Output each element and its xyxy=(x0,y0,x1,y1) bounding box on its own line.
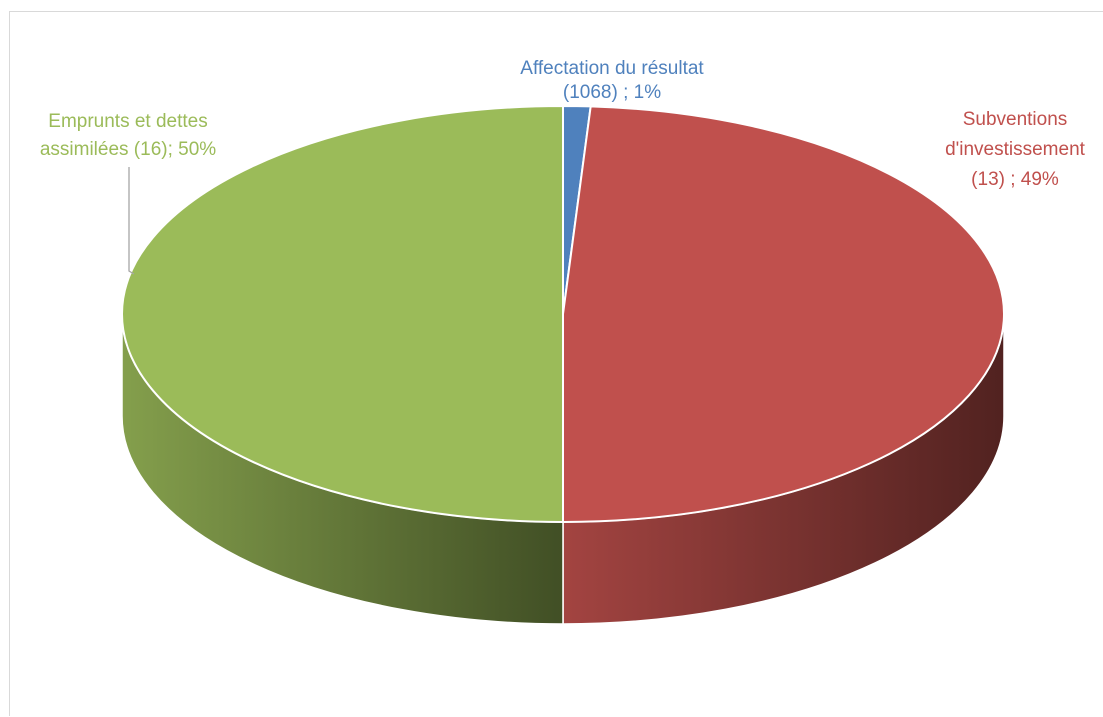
slice-label-2: Subventions d'investissement (13) ; 49% xyxy=(945,109,1086,190)
chart-area: Affectation du résultat (1068) ; 1% Subven… xyxy=(9,11,1103,716)
slice-label-2-line-2: d'investissement xyxy=(945,139,1086,160)
slice-label-1-line-2: (1068) ; 1% xyxy=(563,82,661,103)
slice-label-3-line-1: Emprunts et dettes xyxy=(48,111,207,132)
slice-label-2-line-3: (13) ; 49% xyxy=(971,169,1059,190)
slice-label-2-line-1: Subventions xyxy=(963,109,1068,130)
slice-label-1-line-1: Affectation du résultat xyxy=(520,58,704,79)
slice-3[interactable] xyxy=(121,105,564,523)
slice-label-1: Affectation du résultat (1068) ; 1% xyxy=(520,58,704,103)
leader-line-3 xyxy=(128,167,135,275)
slice-label-3: Emprunts et dettes assimilées (16); 50% xyxy=(40,111,216,160)
slice-label-3-line-2: assimilées (16); 50% xyxy=(40,139,216,160)
slice-2[interactable] xyxy=(562,105,1006,523)
pie-chart: Affectation du résultat (1068) ; 1% Subven… xyxy=(40,58,1086,625)
